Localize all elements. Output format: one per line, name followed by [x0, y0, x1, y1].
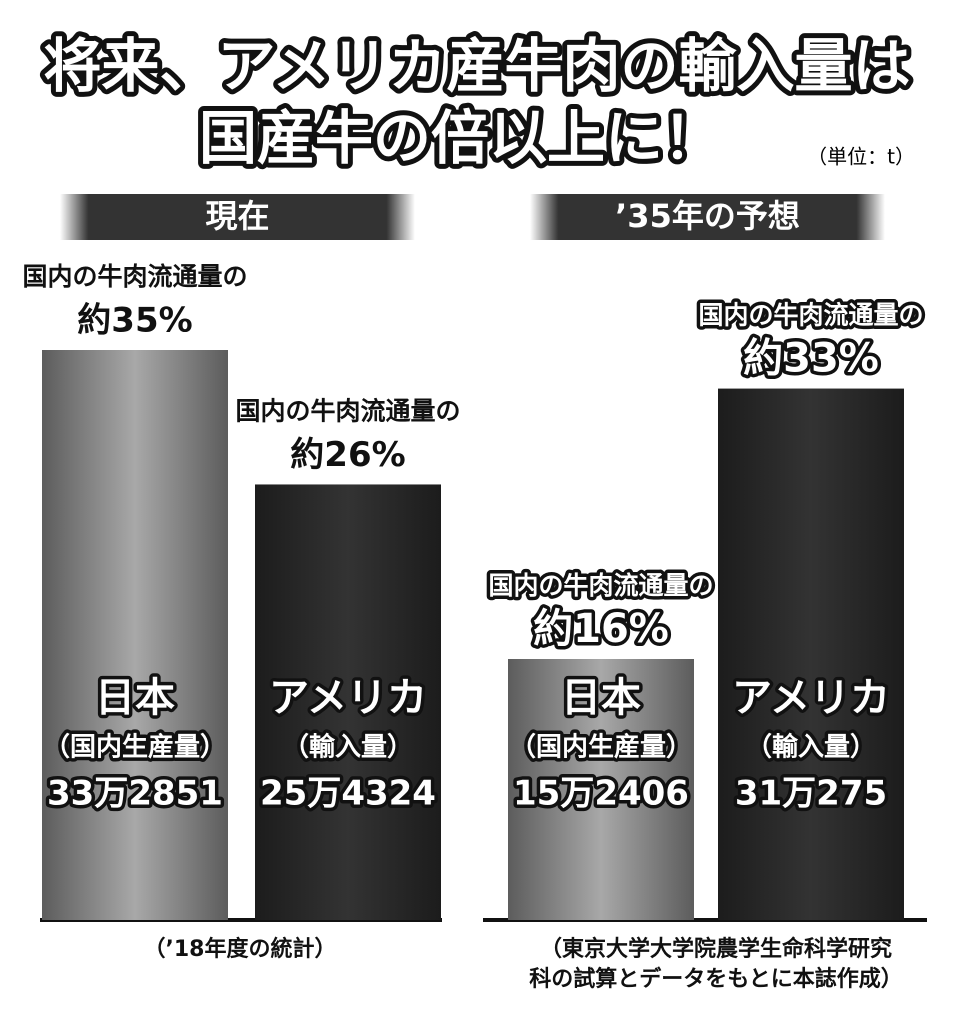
- value-label: 15万2406: [513, 774, 689, 814]
- share-label: 約33%: [743, 336, 879, 382]
- source-note: （’18年度の統計）: [144, 936, 337, 962]
- unit-label: （単位：t）: [807, 145, 915, 169]
- bar-sub: （輸入量）: [283, 732, 413, 763]
- source-note: （東京大学大学院農学生命科学研究: [540, 936, 892, 962]
- group-header: 現在: [205, 197, 269, 235]
- bar-name: アメリカ: [732, 675, 890, 721]
- bar-name: 日本: [561, 675, 641, 721]
- share-text: 国内の牛肉流通量の: [235, 396, 460, 425]
- share-label: 約26%: [290, 435, 405, 475]
- group-header-bg: [60, 194, 415, 240]
- bar-sub: （国内生産量）: [510, 732, 692, 763]
- share-text: 国内の牛肉流通量の: [698, 301, 923, 330]
- bar-name: 日本: [95, 675, 175, 721]
- title-line: 将来、アメリカ産牛肉の輸入量は: [43, 32, 910, 100]
- bar: [255, 484, 441, 920]
- group-header: ’35年の予想: [615, 197, 800, 235]
- value-label: 31万275: [735, 774, 887, 814]
- bar-sub: （輸入量）: [746, 732, 876, 763]
- share-label: 約16%: [533, 606, 669, 652]
- bar-name: アメリカ: [269, 675, 427, 721]
- value-label: 33万2851: [47, 774, 223, 814]
- share-text: 国内の牛肉流通量の: [22, 262, 247, 291]
- bar: [508, 659, 694, 920]
- source-note: 科の試算とデータをもとに本誌作成）: [529, 966, 903, 992]
- bar: [718, 388, 904, 920]
- share-label: 約35%: [77, 301, 192, 341]
- title-line: 国産牛の倍以上に！: [199, 104, 721, 172]
- group-header-bg: [530, 194, 885, 240]
- share-text: 国内の牛肉流通量の: [488, 571, 713, 600]
- bar: [42, 350, 228, 920]
- bar-sub: （国内生産量）: [44, 732, 226, 763]
- value-label: 25万4324: [260, 774, 436, 814]
